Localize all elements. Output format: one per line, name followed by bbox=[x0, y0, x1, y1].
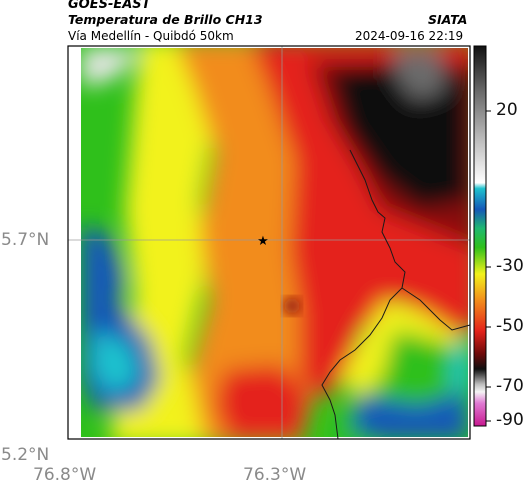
agency-label: SIATA bbox=[428, 12, 468, 27]
map-subtitle: Vía Medellín - Quibdó 50km bbox=[68, 29, 234, 43]
timestamp: 2024-09-16 22:19 bbox=[355, 29, 464, 43]
colorbar-tick-label: -30 bbox=[496, 256, 524, 276]
colorbar-tick-label: -50 bbox=[496, 316, 524, 336]
colorbar-tick-label: -90 bbox=[496, 410, 524, 430]
colorbar-ticks bbox=[486, 110, 491, 422]
lat-label-5.2: 5.2°N bbox=[1, 445, 50, 465]
border-line bbox=[321, 149, 406, 440]
map-title: Temperatura de Brillo CH13 bbox=[68, 12, 263, 27]
colorbar bbox=[473, 45, 487, 427]
colorbar-tick-label: -70 bbox=[496, 376, 524, 396]
star-marker-icon: ★ bbox=[257, 234, 269, 249]
satellite-name: GOES-EAST bbox=[68, 0, 151, 12]
lat-label-5.7: 5.7°N bbox=[1, 230, 50, 250]
colorbar-tick-label: 20 bbox=[496, 100, 518, 120]
border-line bbox=[401, 287, 471, 331]
temperature-field bbox=[81, 48, 468, 437]
graticule bbox=[68, 46, 470, 439]
lon-label-76.3: 76.3°W bbox=[243, 465, 307, 485]
plot-frame bbox=[67, 45, 471, 440]
lon-label-76.8: 76.8°W bbox=[33, 465, 97, 485]
